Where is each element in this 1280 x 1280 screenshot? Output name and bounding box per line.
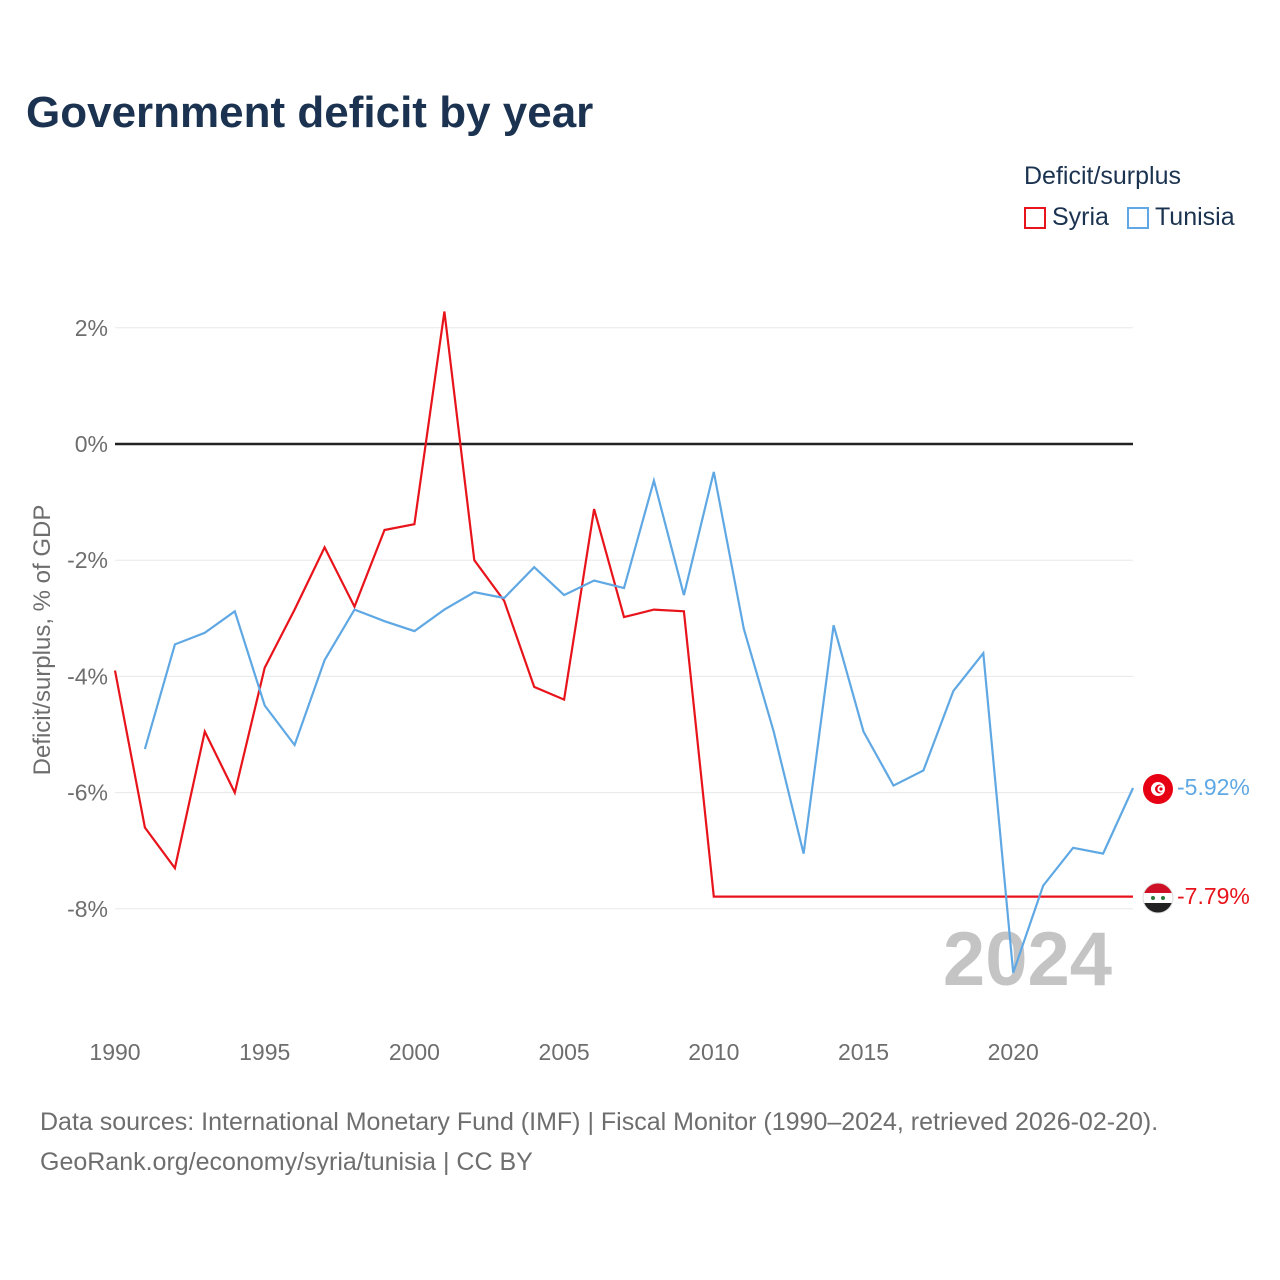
gridlines xyxy=(115,327,1133,910)
y-tick-label: 0% xyxy=(75,431,108,457)
legend-item-syria[interactable]: Syria xyxy=(1024,203,1109,232)
y-tick-label: -8% xyxy=(67,896,108,922)
y-tick-label: -2% xyxy=(67,547,108,573)
tunisia-flag-icon xyxy=(1143,774,1173,804)
x-tick-label: 2005 xyxy=(539,1039,590,1065)
legend-label-tunisia: Tunisia xyxy=(1154,203,1235,231)
x-tick-label: 2000 xyxy=(389,1039,440,1065)
tunisia-end-label: -5.92% xyxy=(1177,774,1250,800)
x-tick-label: 1990 xyxy=(89,1039,140,1065)
x-tick-label: 2020 xyxy=(988,1039,1039,1065)
series-line-tunisia xyxy=(143,471,1135,974)
y-tick-label: -6% xyxy=(67,780,108,806)
y-tick-label: 2% xyxy=(75,315,108,341)
chart-title: Government deficit by year xyxy=(26,88,594,137)
y-axis-title: Deficit/surplus, % of GDP xyxy=(29,505,56,776)
end-markers: -5.92% -7.79% xyxy=(1142,774,1250,914)
series-lines xyxy=(113,311,1135,974)
x-tick-label: 1995 xyxy=(239,1039,290,1065)
y-tick-label: -4% xyxy=(67,663,108,689)
legend-item-tunisia[interactable]: Tunisia xyxy=(1126,203,1235,232)
source-note: Data sources: International Monetary Fun… xyxy=(40,1108,1159,1136)
series-line-syria xyxy=(113,311,1133,898)
x-tick-label: 2015 xyxy=(838,1039,889,1065)
legend: Deficit/surplus Syria Tunisia xyxy=(1024,162,1253,232)
x-axis-ticks: 1990 1995 2000 2005 2010 2015 2020 xyxy=(89,1039,1038,1065)
legend-swatch-syria xyxy=(1024,206,1046,229)
syria-flag-icon xyxy=(1142,882,1174,914)
legend-swatch-tunisia xyxy=(1126,206,1149,229)
legend-label-syria: Syria xyxy=(1052,203,1109,231)
source-link: GeoRank.org/economy/syria/tunisia | CC B… xyxy=(40,1148,533,1176)
legend-title: Deficit/surplus xyxy=(1024,162,1181,190)
y-axis-ticks: 2% 0% -2% -4% -6% -8% xyxy=(67,315,108,922)
x-tick-label: 2010 xyxy=(688,1039,739,1065)
syria-end-label: -7.79% xyxy=(1177,883,1250,909)
legend-items: Syria Tunisia xyxy=(1024,203,1253,232)
